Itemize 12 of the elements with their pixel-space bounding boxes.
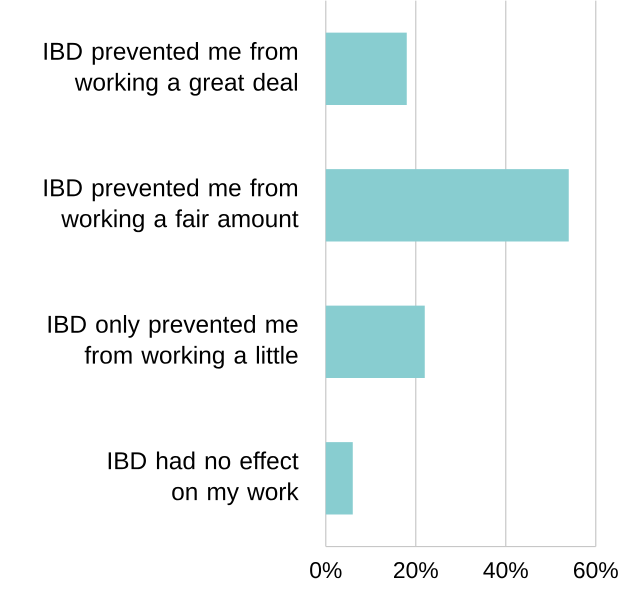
x-tick-label: 60% — [574, 562, 618, 578]
y-tick-label: IBD had no effect on my work — [108, 451, 299, 505]
x-tick-label: 20% — [394, 562, 438, 578]
y-tick-label: IBD only prevented me from working a little — [48, 314, 298, 368]
y-tick-label: IBD prevented me from working a fair amount — [44, 178, 298, 232]
bar — [326, 442, 353, 514]
bar — [326, 305, 425, 378]
bar — [326, 168, 569, 242]
bar — [326, 32, 407, 105]
x-tick-label: 0% — [310, 562, 342, 578]
y-tick-label: IBD prevented me from working a great deal — [44, 42, 298, 96]
x-tick-label: 40% — [483, 562, 528, 578]
